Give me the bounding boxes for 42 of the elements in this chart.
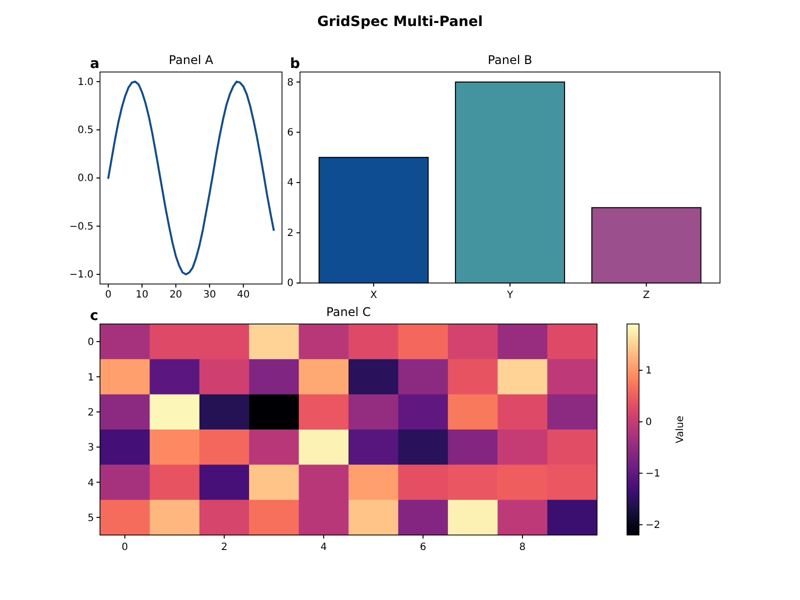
y-tick-label: 0 <box>88 337 94 348</box>
chart-title: Panel B <box>488 53 532 67</box>
y-tick-label: 6 <box>287 127 294 138</box>
y-tick-label: 0 <box>287 278 294 290</box>
color-bar-label: −1 <box>646 468 660 480</box>
y-tick-label: 0.0 <box>78 173 94 184</box>
y-tick-label: 8 <box>287 77 294 88</box>
color-bar-label: 0 <box>646 416 652 428</box>
x-tick-label: X <box>370 290 378 301</box>
color-bar-title: Value <box>675 416 686 444</box>
text: c <box>90 308 98 324</box>
y-tick-label: 5 <box>88 512 94 524</box>
y-tick-label: −0.5 <box>69 221 94 232</box>
line-series <box>107 80 275 276</box>
x-tick-label: 6 <box>420 542 426 553</box>
y-tick-label: 1 <box>88 372 94 384</box>
y-tick-label: 0.5 <box>78 125 94 136</box>
x-tick-label: Z <box>642 290 650 301</box>
x-tick-label: 2 <box>221 542 228 553</box>
x-tick-label: 20 <box>169 290 182 301</box>
chart-title: Panel C <box>326 305 371 319</box>
color-bar-label: −2 <box>646 520 660 531</box>
y-tick-label: 4 <box>287 178 294 189</box>
x-tick-label: Y <box>506 290 514 301</box>
x-tick-label: 30 <box>203 290 216 301</box>
x-tick-label: 10 <box>136 290 148 301</box>
x-tick-label: 4 <box>320 542 327 553</box>
y-tick-label: 3 <box>88 442 94 454</box>
y-tick-label: 2 <box>88 407 94 418</box>
y-tick-label: 4 <box>88 478 94 489</box>
y-tick-label: −1.0 <box>69 270 94 281</box>
chart-title: Panel A <box>168 53 214 67</box>
y-tick-label: 2 <box>287 228 294 239</box>
text: GridSpec Multi-Panel <box>317 14 483 30</box>
text: a <box>90 56 100 72</box>
color-bar-label: 1 <box>646 366 652 377</box>
y-tick-label: 1.0 <box>78 76 94 88</box>
x-tick-label: 40 <box>236 290 250 301</box>
x-tick-label: 0 <box>105 290 112 301</box>
x-tick-label: 8 <box>519 542 526 553</box>
x-tick-label: 0 <box>122 542 128 553</box>
text: b <box>290 56 300 72</box>
